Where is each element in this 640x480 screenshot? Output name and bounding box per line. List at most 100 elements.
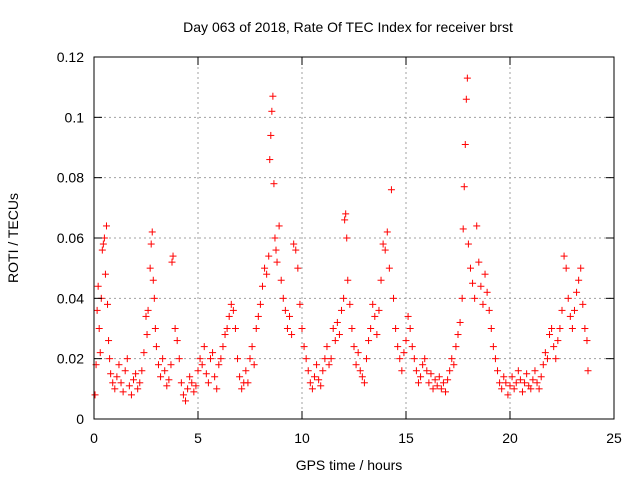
data-point bbox=[442, 388, 450, 396]
data-point bbox=[182, 397, 190, 405]
data-point bbox=[543, 355, 551, 363]
data-point bbox=[123, 355, 131, 363]
data-point bbox=[531, 367, 539, 375]
data-point bbox=[381, 246, 389, 254]
data-point bbox=[157, 373, 165, 381]
data-point bbox=[464, 240, 472, 248]
data-point bbox=[115, 361, 123, 369]
data-point bbox=[91, 391, 99, 399]
data-point bbox=[107, 370, 115, 378]
data-point bbox=[331, 337, 339, 345]
data-point bbox=[250, 361, 258, 369]
data-point bbox=[286, 312, 294, 320]
x-tick-label: 5 bbox=[194, 430, 202, 446]
data-point bbox=[148, 228, 156, 236]
data-point bbox=[283, 325, 291, 332]
data-point bbox=[296, 300, 304, 308]
data-point bbox=[277, 276, 285, 284]
data-point bbox=[134, 385, 142, 393]
data-point bbox=[352, 361, 360, 369]
data-point bbox=[400, 349, 408, 357]
data-point bbox=[117, 379, 125, 387]
data-point bbox=[279, 294, 287, 302]
data-point bbox=[161, 367, 169, 375]
ticks-layer: 0 0.02 0.04 0.06 0.08 0.1 0.12 0 5 10 15 20 25 bbox=[57, 49, 622, 446]
data-point bbox=[267, 131, 275, 139]
data-point bbox=[142, 312, 150, 320]
data-point bbox=[140, 349, 148, 357]
data-point bbox=[268, 107, 276, 115]
data-point bbox=[223, 325, 231, 332]
grid-layer bbox=[94, 57, 614, 419]
data-point bbox=[479, 300, 487, 308]
data-point bbox=[444, 376, 452, 384]
data-point bbox=[558, 306, 566, 314]
data-point bbox=[537, 373, 545, 381]
data-point bbox=[483, 288, 491, 296]
data-point bbox=[252, 325, 260, 332]
data-point bbox=[506, 382, 514, 390]
data-point bbox=[340, 294, 348, 302]
data-point bbox=[439, 379, 447, 387]
data-point bbox=[188, 379, 196, 387]
data-point bbox=[429, 385, 437, 393]
data-point bbox=[190, 388, 198, 396]
data-point bbox=[138, 367, 146, 375]
data-point bbox=[290, 240, 298, 248]
y-tick-label: 0.12 bbox=[57, 49, 84, 65]
data-point bbox=[171, 325, 179, 332]
data-point bbox=[225, 312, 233, 320]
data-point bbox=[562, 264, 570, 272]
data-point bbox=[265, 252, 273, 260]
data-point bbox=[304, 367, 312, 375]
data-point bbox=[335, 331, 343, 339]
data-point bbox=[419, 361, 427, 369]
data-point bbox=[535, 385, 543, 393]
data-point bbox=[566, 312, 574, 320]
data-point bbox=[186, 373, 194, 381]
data-point bbox=[306, 379, 314, 387]
data-point bbox=[213, 385, 221, 393]
data-point bbox=[548, 325, 556, 332]
data-point bbox=[198, 361, 206, 369]
data-point bbox=[272, 246, 280, 254]
data-point bbox=[414, 379, 422, 387]
data-point bbox=[521, 379, 529, 387]
data-point bbox=[421, 355, 429, 363]
data-point bbox=[412, 367, 420, 375]
data-point bbox=[579, 300, 587, 308]
data-point bbox=[143, 331, 151, 339]
data-point bbox=[179, 391, 187, 399]
data-point bbox=[477, 282, 485, 290]
data-point bbox=[302, 355, 310, 363]
data-point bbox=[100, 234, 108, 242]
data-point bbox=[456, 318, 464, 326]
data-point bbox=[527, 385, 535, 393]
data-point bbox=[266, 156, 274, 164]
data-point bbox=[485, 306, 493, 314]
data-point bbox=[127, 391, 135, 399]
data-point bbox=[529, 376, 537, 384]
y-tick-label: 0 bbox=[76, 411, 84, 427]
data-point bbox=[104, 300, 112, 308]
data-point bbox=[564, 294, 572, 302]
x-tick-label: 20 bbox=[502, 430, 518, 446]
data-point bbox=[271, 234, 279, 242]
data-point bbox=[367, 325, 375, 332]
data-point bbox=[556, 325, 564, 332]
data-point bbox=[560, 252, 568, 260]
x-axis-label: GPS time / hours bbox=[296, 457, 403, 473]
data-point bbox=[329, 325, 337, 332]
data-point bbox=[489, 343, 497, 351]
data-point bbox=[362, 355, 370, 363]
data-point bbox=[298, 325, 306, 332]
data-point bbox=[375, 306, 383, 314]
data-point bbox=[466, 264, 474, 272]
data-point bbox=[510, 385, 518, 393]
data-point bbox=[460, 183, 468, 191]
data-point bbox=[113, 373, 121, 381]
x-tick-label: 0 bbox=[90, 430, 98, 446]
data-point bbox=[204, 379, 212, 387]
data-point bbox=[396, 355, 404, 363]
